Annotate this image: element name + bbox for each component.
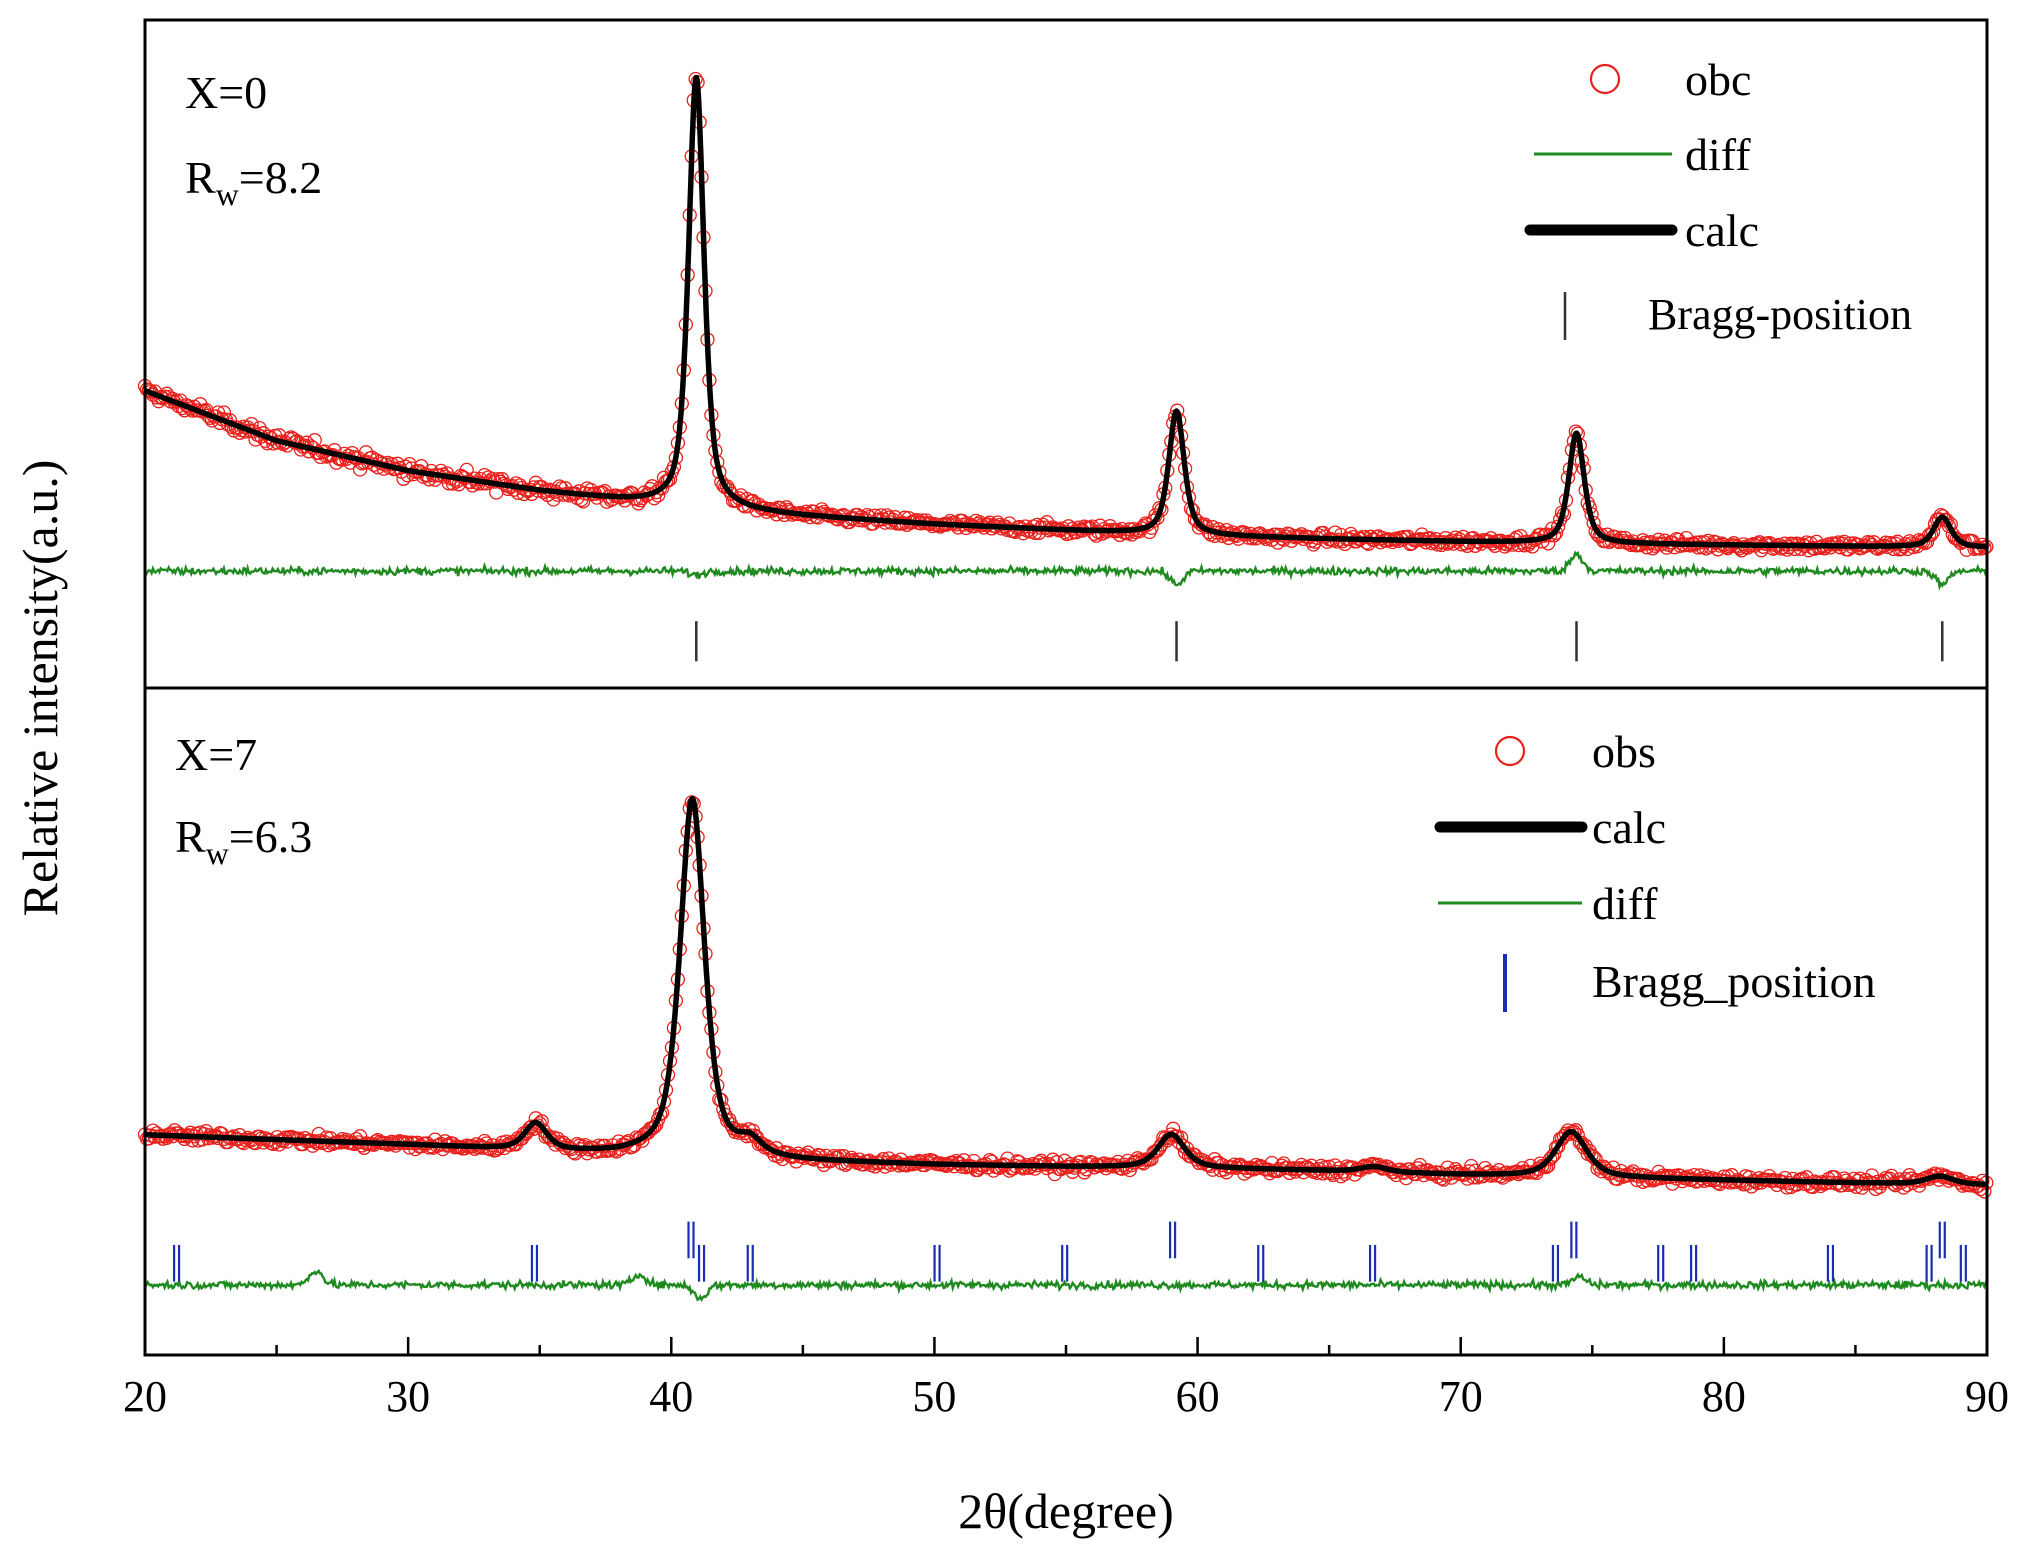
x-tick-label: 80	[1702, 1372, 1746, 1421]
top-obs-point	[722, 482, 737, 498]
top-obs-point	[1667, 540, 1682, 555]
top-panel-label-r: Rw=8.2	[185, 152, 322, 212]
x-tick-label: 20	[123, 1372, 167, 1421]
top-legend-obs-label: obc	[1685, 54, 1751, 105]
top-panel-label-x: X=0	[185, 67, 267, 118]
bottom-legend-calc-label: calc	[1592, 802, 1666, 853]
panel-bottom: X=7 Rw=6.3 obs calc diff Bragg_position	[137, 726, 1994, 1302]
bottom-legend-diff-label: diff	[1592, 878, 1658, 929]
bottom-bragg-ticks	[172, 1221, 1967, 1282]
x-tick-label: 40	[649, 1372, 693, 1421]
top-obs-point	[141, 383, 157, 398]
x-tick-label: 30	[386, 1372, 430, 1421]
x-axis-tick-labels: 20 30 40 50 60 70 80 90	[123, 1372, 2009, 1421]
top-obs-point	[1320, 534, 1335, 549]
bot-obs-point	[183, 1125, 198, 1140]
x-tick-label: 50	[912, 1372, 956, 1421]
top-obs-point	[660, 473, 676, 488]
x-tick-label: 60	[1176, 1372, 1220, 1421]
x-axis-title: 2θ(degree)	[958, 1483, 1173, 1539]
top-diff-line	[144, 550, 1988, 591]
bottom-legend-obs-label: obs	[1592, 726, 1656, 777]
bottom-panel-label-x: X=7	[175, 729, 257, 780]
top-calc-line	[142, 74, 1990, 550]
bottom-legend: obs calc diff Bragg_position	[1434, 726, 1876, 1012]
bottom-legend-bragg-label: Bragg_position	[1592, 956, 1876, 1007]
top-obs-point	[1029, 517, 1045, 533]
bottom-diff-line	[144, 1268, 1989, 1302]
panel-top: X=0 Rw=8.2 obc diff calc Bragg-position	[137, 54, 1994, 662]
top-obs-point	[1543, 528, 1558, 543]
top-legend-calc-label: calc	[1685, 205, 1759, 256]
top-legend-obs-marker	[1589, 63, 1621, 95]
top-legend-diff-label: diff	[1685, 129, 1751, 180]
bottom-legend-obs-marker	[1494, 735, 1526, 767]
bottom-panel-label-r: Rw=6.3	[175, 811, 312, 871]
x-axis-ticks	[143, 1337, 1989, 1355]
top-obs-point	[352, 462, 368, 477]
top-legend: obc diff calc Bragg-position	[1524, 54, 1912, 340]
top-legend-bragg-label: Bragg-position	[1648, 290, 1912, 339]
top-bragg-ticks	[695, 621, 1944, 662]
y-axis-title: Relative intensity(a.u.)	[12, 460, 68, 917]
top-obs-point	[1657, 533, 1672, 548]
top-obs-point	[1752, 535, 1767, 550]
x-tick-label: 90	[1965, 1372, 2009, 1421]
x-tick-label: 70	[1439, 1372, 1483, 1421]
